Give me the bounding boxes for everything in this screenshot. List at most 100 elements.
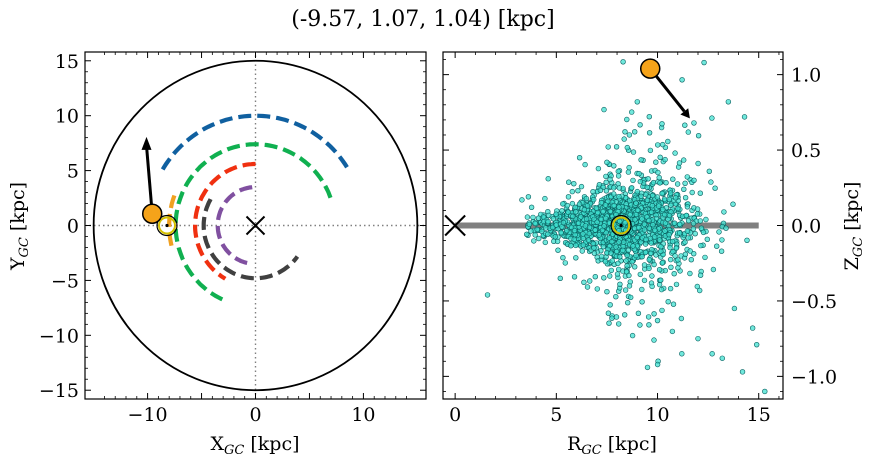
star-point [613, 144, 620, 150]
star-point [591, 250, 598, 256]
star-point [608, 250, 614, 256]
star-point [596, 182, 603, 188]
star-point [651, 311, 657, 317]
star-point [628, 109, 635, 115]
star-point [552, 234, 558, 240]
star-point [659, 141, 666, 148]
star-point [562, 260, 568, 266]
star-point [613, 244, 619, 250]
star-point [560, 219, 567, 226]
star-point [604, 289, 610, 295]
star-point [682, 195, 689, 201]
star-point [689, 189, 695, 196]
star-point [630, 149, 637, 155]
star-point [710, 266, 717, 273]
star-point [528, 204, 535, 211]
star-point [610, 185, 617, 191]
star-point [668, 202, 674, 209]
star-point [676, 230, 683, 236]
right-ylabel-unit: [kpc] [841, 182, 863, 237]
star-point [602, 202, 609, 208]
star-point [607, 302, 613, 308]
star-point [616, 218, 623, 225]
star-point [626, 283, 633, 289]
star-point [663, 180, 669, 186]
y-tick-label: −1.0 [791, 366, 837, 388]
star-point [610, 191, 617, 197]
star-point [525, 194, 532, 200]
spiral-arm-6 [201, 198, 300, 281]
star-point [695, 133, 702, 139]
star-point [647, 235, 653, 242]
star-point [702, 254, 708, 261]
star-point [590, 196, 597, 203]
star-point [644, 197, 651, 203]
star-point [654, 361, 661, 368]
star-point [695, 160, 701, 167]
star-point [628, 185, 635, 191]
star-point [598, 216, 604, 223]
star-point [651, 234, 658, 240]
star-point [652, 227, 658, 234]
right-plot-content [444, 58, 768, 395]
star-point [698, 225, 705, 231]
star-point [697, 190, 703, 196]
star-point [534, 226, 540, 233]
star-point [679, 351, 685, 357]
star-point [532, 232, 538, 238]
star-point [658, 248, 664, 255]
star-point [649, 203, 655, 209]
star-point [709, 115, 715, 121]
star-point [641, 277, 648, 284]
y-tick-label: 15 [55, 51, 79, 73]
star-point [523, 231, 530, 238]
star-point [624, 144, 630, 151]
star-point [535, 215, 542, 221]
star-point [672, 150, 678, 156]
sun-outer-ring [610, 214, 632, 237]
star-point [690, 220, 697, 227]
sun-ring [158, 216, 177, 235]
star-point [615, 321, 622, 327]
star-point [708, 179, 714, 185]
star-point [578, 183, 585, 190]
star-point [718, 248, 725, 254]
star-point [659, 190, 665, 197]
right-xlabel-main: R [567, 433, 582, 455]
star-point [609, 239, 615, 245]
star-point [641, 221, 648, 228]
right-y-axis-label: ZGC [kpc] [841, 182, 866, 271]
star-point [558, 229, 564, 236]
star-point [694, 211, 701, 217]
star-point [626, 272, 632, 279]
left-xlabel-unit: [kpc] [244, 433, 299, 455]
star-point [650, 179, 657, 186]
left-y-axis-label: YGC [kpc] [7, 182, 32, 271]
star-point [542, 225, 549, 231]
star-point [639, 286, 645, 293]
right-panel: 0 5 10 151.00.50.0−0.5−1.0 RGC [kpc] ZGC [k… [442, 51, 866, 458]
star-point [629, 332, 636, 339]
star-point [606, 235, 612, 241]
star-point [674, 181, 681, 187]
star-point [719, 355, 725, 361]
star-point [656, 267, 663, 273]
y-tick-label: −15 [39, 380, 79, 402]
star-point [634, 99, 640, 105]
star-point [564, 202, 570, 209]
star-point [582, 223, 589, 229]
star-point [620, 59, 626, 65]
y-tick-label: 0 [67, 216, 79, 238]
y-tick-label: 10 [55, 106, 79, 128]
star-point [673, 281, 680, 288]
star-point [646, 322, 652, 328]
star-point [545, 212, 552, 219]
star-point [668, 264, 674, 270]
star-point [519, 197, 525, 203]
star-point [641, 227, 648, 233]
star-point [636, 224, 642, 231]
star-point [600, 208, 606, 215]
star-point [601, 106, 607, 113]
star-point [639, 216, 645, 222]
